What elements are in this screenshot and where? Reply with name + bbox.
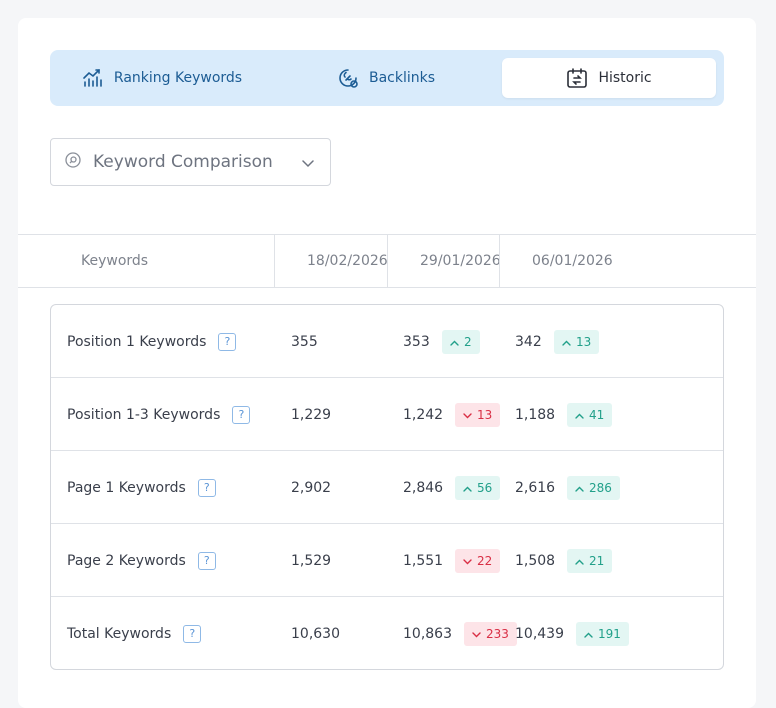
- change-badge: 13: [554, 330, 600, 354]
- chevron-up-icon: [575, 408, 584, 422]
- header-keywords: Keywords: [81, 253, 149, 269]
- help-icon[interactable]: ?: [183, 624, 202, 643]
- search-circle-icon: [65, 152, 81, 172]
- value-date-3: 1,508: [515, 552, 556, 569]
- header-divider: [274, 235, 275, 287]
- change-badge: 13: [455, 403, 501, 427]
- change-value: 233: [486, 627, 509, 641]
- change-value: 2: [464, 335, 472, 349]
- link-gear-icon: [337, 67, 359, 89]
- change-value: 56: [477, 481, 493, 495]
- tab-label: Ranking Keywords: [113, 70, 243, 86]
- value-date-3: 10,439: [515, 625, 564, 642]
- tab-ranking-keywords[interactable]: Ranking Keywords: [58, 58, 266, 98]
- change-badge: 41: [567, 403, 613, 427]
- chevron-up-icon: [584, 627, 593, 641]
- chevron-up-icon: [562, 335, 571, 349]
- chevron-up-icon: [575, 481, 584, 495]
- chevron-down-icon: [472, 627, 481, 641]
- chevron-down-icon: [463, 408, 472, 422]
- help-icon[interactable]: ?: [232, 405, 251, 424]
- tab-label: Backlinks: [368, 70, 436, 86]
- help-icon[interactable]: ?: [218, 332, 237, 351]
- calendar-refresh-icon: [566, 67, 588, 89]
- change-badge: 233: [464, 622, 517, 646]
- tab-backlinks[interactable]: Backlinks: [282, 58, 490, 98]
- header-divider: [499, 235, 500, 287]
- value-date-3: 1,188: [515, 406, 556, 423]
- row-label: Page 2 Keywords: [67, 552, 186, 569]
- header-date-1: 18/02/2026: [307, 253, 388, 269]
- value-date-1: 1,229: [291, 406, 332, 423]
- tab-bar: Ranking Keywords Backlinks: [50, 50, 724, 106]
- change-badge: 191: [576, 622, 629, 646]
- change-value: 41: [589, 408, 605, 422]
- historic-card: Ranking Keywords Backlinks: [18, 18, 756, 708]
- chevron-up-icon: [450, 335, 459, 349]
- value-date-2: 353: [403, 333, 430, 350]
- row-label: Position 1 Keywords: [67, 333, 207, 350]
- value-date-3: 2,616: [515, 479, 556, 496]
- value-date-1: 2,902: [291, 479, 332, 496]
- change-badge: 2: [442, 330, 480, 354]
- change-badge: 21: [567, 549, 613, 573]
- comparison-dropdown[interactable]: Keyword Comparison: [50, 138, 331, 186]
- change-badge: 56: [455, 476, 501, 500]
- value-date-1: 1,529: [291, 552, 332, 569]
- change-value: 13: [477, 408, 493, 422]
- table-row: Total Keywords ? 10,630 10,863 233 10,43…: [51, 597, 723, 669]
- change-value: 22: [477, 554, 493, 568]
- value-date-2: 1,242: [403, 406, 444, 423]
- row-label: Page 1 Keywords: [67, 479, 186, 496]
- help-icon[interactable]: ?: [197, 478, 216, 497]
- table-row: Page 1 Keywords ? 2,902 2,846 56 2,616 2…: [51, 451, 723, 524]
- value-date-2: 2,846: [403, 479, 444, 496]
- change-value: 191: [598, 627, 621, 641]
- keyword-table: Position 1 Keywords ? 355 353 2 342 13 P…: [50, 304, 724, 670]
- table-row: Page 2 Keywords ? 1,529 1,551 22 1,508 2…: [51, 524, 723, 597]
- chevron-down-icon: [302, 153, 314, 172]
- tab-label: Historic: [598, 70, 652, 86]
- change-value: 286: [589, 481, 612, 495]
- value-date-3: 342: [515, 333, 542, 350]
- value-date-1: 355: [291, 333, 318, 350]
- table-row: Position 1 Keywords ? 355 353 2 342 13: [51, 305, 723, 378]
- header-date-3: 06/01/2026: [532, 253, 613, 269]
- value-date-2: 10,863: [403, 625, 452, 642]
- change-badge: 286: [567, 476, 620, 500]
- value-date-1: 10,630: [291, 625, 340, 642]
- change-value: 21: [589, 554, 605, 568]
- table-header: Keywords 18/02/2026 29/01/2026 06/01/202…: [18, 234, 756, 288]
- header-divider: [387, 235, 388, 287]
- ranking-chart-icon: [82, 68, 104, 88]
- row-label: Total Keywords: [67, 625, 172, 642]
- help-icon[interactable]: ?: [197, 551, 216, 570]
- value-date-2: 1,551: [403, 552, 444, 569]
- chevron-down-icon: [463, 554, 472, 568]
- change-value: 13: [576, 335, 592, 349]
- dropdown-label: Keyword Comparison: [93, 152, 273, 172]
- row-label: Position 1-3 Keywords: [67, 406, 221, 423]
- header-date-2: 29/01/2026: [420, 253, 501, 269]
- tab-historic[interactable]: Historic: [502, 58, 716, 98]
- chevron-up-icon: [575, 554, 584, 568]
- chevron-up-icon: [463, 481, 472, 495]
- change-badge: 22: [455, 549, 501, 573]
- table-row: Position 1-3 Keywords ? 1,229 1,242 13 1…: [51, 378, 723, 451]
